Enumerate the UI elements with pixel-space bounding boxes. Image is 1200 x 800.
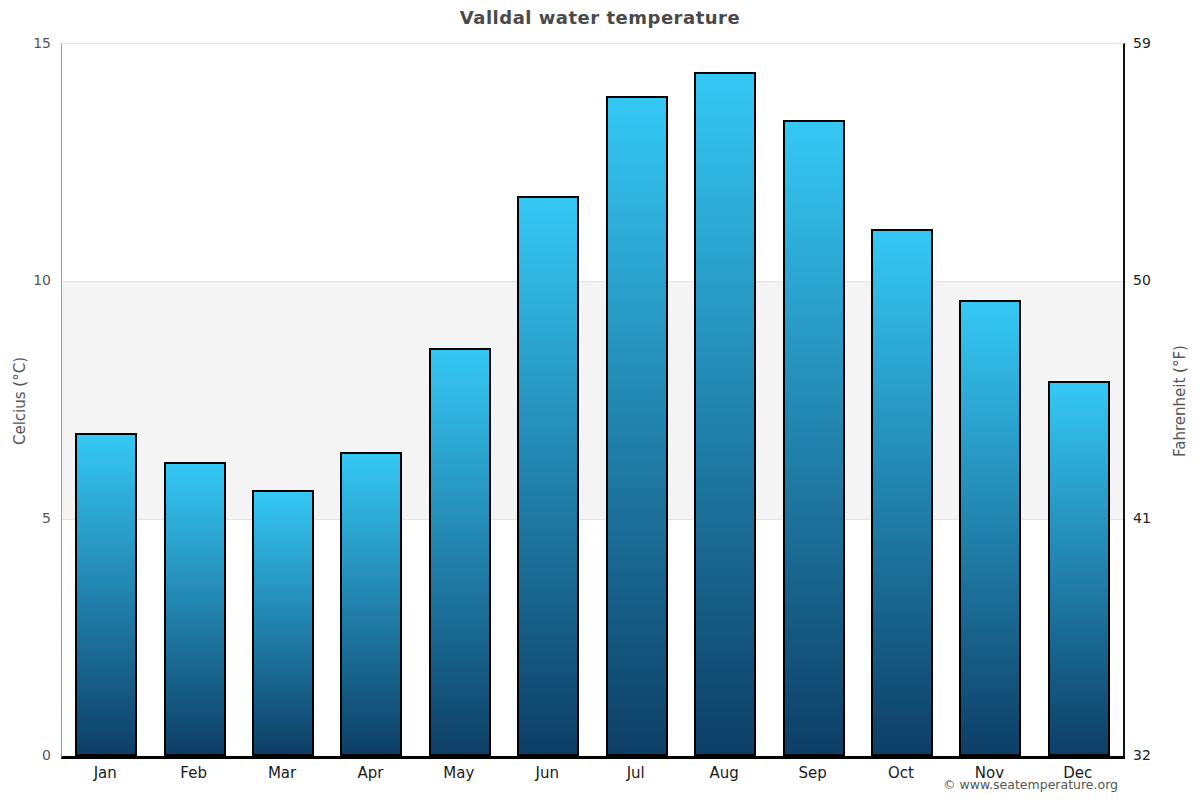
month-label-sep: Sep bbox=[769, 764, 857, 782]
month-label-jun: Jun bbox=[503, 764, 591, 782]
month-label-may: May bbox=[415, 764, 503, 782]
fahrenheit-tick-50: 50 bbox=[1133, 273, 1179, 287]
chart-container: Valldal water temperature Celcius (°C) F… bbox=[0, 0, 1200, 800]
bar-may bbox=[429, 348, 491, 756]
chart-title: Valldal water temperature bbox=[0, 7, 1200, 28]
y-axis-label-celsius: Celcius (°C) bbox=[11, 321, 29, 481]
celsius-tick-0: 0 bbox=[11, 748, 51, 762]
fahrenheit-tick-32: 32 bbox=[1133, 748, 1179, 762]
month-label-apr: Apr bbox=[326, 764, 414, 782]
fahrenheit-tick-59: 59 bbox=[1133, 36, 1179, 50]
bar-jun bbox=[517, 196, 579, 756]
celsius-tick-5: 5 bbox=[11, 511, 51, 525]
celsius-tick-10: 10 bbox=[11, 273, 51, 287]
celsius-tick-15: 15 bbox=[11, 36, 51, 50]
gridline-10 bbox=[62, 281, 1123, 282]
y-axis-label-fahrenheit: Fahrenheit (°F) bbox=[1171, 321, 1189, 481]
copyright-footer: © www.seatemperature.org bbox=[943, 777, 1118, 792]
bar-nov bbox=[959, 300, 1021, 756]
month-label-jan: Jan bbox=[61, 764, 149, 782]
bar-aug bbox=[694, 72, 756, 756]
month-label-jul: Jul bbox=[592, 764, 680, 782]
bar-jan bbox=[75, 433, 137, 756]
month-label-feb: Feb bbox=[150, 764, 238, 782]
fahrenheit-tick-41: 41 bbox=[1133, 511, 1179, 525]
bar-sep bbox=[783, 120, 845, 756]
bar-oct bbox=[871, 229, 933, 756]
month-label-oct: Oct bbox=[857, 764, 945, 782]
month-label-aug: Aug bbox=[680, 764, 768, 782]
month-label-mar: Mar bbox=[238, 764, 326, 782]
bar-mar bbox=[252, 490, 314, 756]
plot-area bbox=[61, 43, 1125, 759]
bar-dec bbox=[1048, 381, 1110, 756]
bar-feb bbox=[164, 462, 226, 756]
bar-jul bbox=[606, 96, 668, 756]
bar-apr bbox=[340, 452, 402, 756]
